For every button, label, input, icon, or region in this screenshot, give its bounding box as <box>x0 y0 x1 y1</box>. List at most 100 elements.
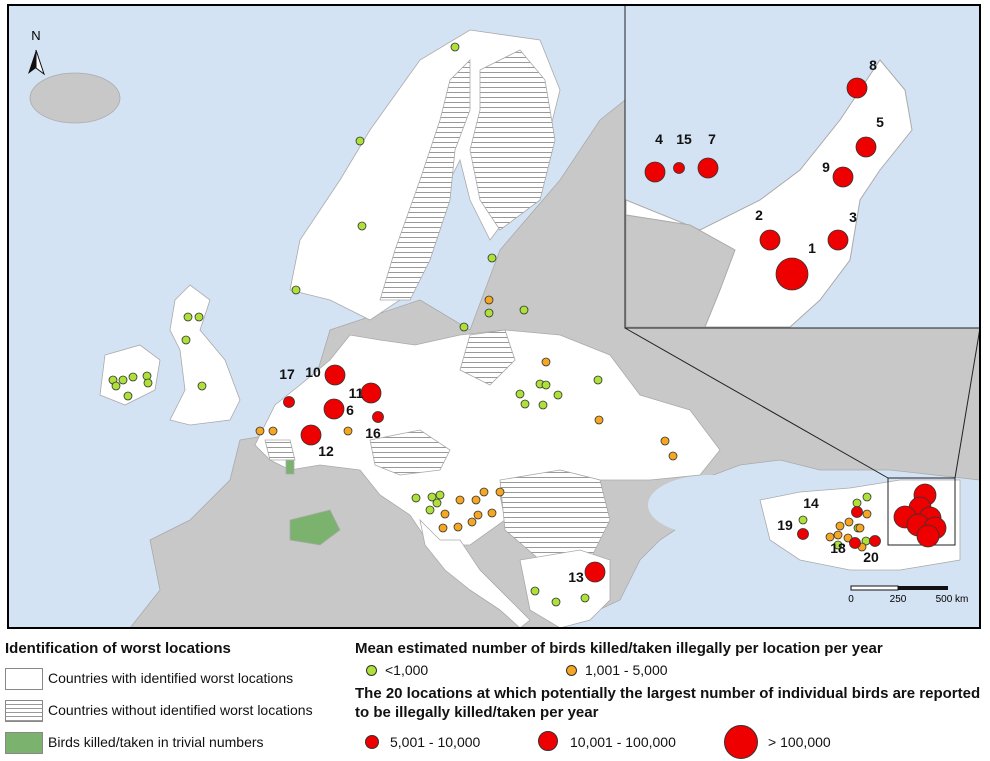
location-label: 15 <box>676 131 692 147</box>
location-dot <box>832 166 854 188</box>
location-label: 9 <box>822 159 830 175</box>
legend-title: Identification of worst locations <box>5 640 231 657</box>
location-dot <box>584 561 606 583</box>
location-label: 19 <box>777 517 793 533</box>
location-dot <box>484 295 494 305</box>
location-dot <box>479 487 489 497</box>
location-dot <box>357 221 367 231</box>
location-dot <box>825 532 835 542</box>
location-dot <box>183 312 193 322</box>
location-dot <box>118 375 128 385</box>
location-dot <box>541 357 551 367</box>
location-dot <box>495 487 505 497</box>
location-dot <box>440 509 450 519</box>
location-dot <box>300 424 322 446</box>
location-dot <box>852 498 862 508</box>
location-dot <box>593 375 603 385</box>
location-dot <box>833 530 843 540</box>
scale-label: 0 <box>848 594 854 605</box>
legend-item: Countries without identified worst locat… <box>48 702 313 718</box>
finland <box>469 49 556 231</box>
scale-label: 500 km <box>936 594 969 605</box>
legend-item: 1,001 - 5,000 <box>585 662 668 678</box>
location-dot <box>467 517 477 527</box>
legend-title: Mean estimated number of birds killed/ta… <box>355 640 883 657</box>
location-dot <box>324 364 346 386</box>
location-dot <box>519 305 529 315</box>
location-dot <box>673 162 685 174</box>
location-dot <box>553 390 563 400</box>
location-label: 10 <box>305 364 321 380</box>
location-label: 14 <box>803 495 819 511</box>
luxembourg <box>285 459 295 475</box>
location-dot <box>851 506 863 518</box>
location-dot <box>323 398 345 420</box>
scale-bar: 0 250 500 km <box>848 585 969 605</box>
iceland <box>29 72 121 124</box>
legend-dot <box>724 725 758 759</box>
location-dot <box>916 524 940 548</box>
location-label: 5 <box>876 114 884 130</box>
location-dot <box>530 586 540 596</box>
location-dot <box>450 42 460 52</box>
location-dot <box>551 597 561 607</box>
location-dot <box>862 509 872 519</box>
location-dot <box>432 498 442 508</box>
location-label: 11 <box>349 385 364 401</box>
location-dot <box>580 593 590 603</box>
location-dot <box>453 522 463 532</box>
romania <box>499 469 611 561</box>
location-dot <box>425 505 435 515</box>
legend-item: Countries with identified worst location… <box>48 670 294 686</box>
location-label: 4 <box>655 131 663 147</box>
location-label: 8 <box>869 57 877 73</box>
location-dot <box>484 308 494 318</box>
legend-item: <1,000 <box>385 662 429 678</box>
location-dot <box>438 523 448 533</box>
location-dot <box>798 515 808 525</box>
switzerland <box>289 509 341 546</box>
location-dot <box>862 492 872 502</box>
location-dot <box>291 285 301 295</box>
location-label: 17 <box>279 366 295 382</box>
legend-dot <box>566 665 577 676</box>
location-dot <box>268 426 278 436</box>
location-label: 2 <box>755 207 763 223</box>
location-dot <box>827 229 849 251</box>
inset-connector <box>954 327 981 479</box>
location-label: 3 <box>849 209 857 225</box>
location-dot <box>520 399 530 409</box>
location-dot <box>197 381 207 391</box>
location-dot <box>697 157 719 179</box>
north-arrow: N <box>28 28 45 76</box>
legend-swatch <box>5 668 43 690</box>
location-dot <box>835 521 845 531</box>
legend-dot <box>365 735 379 749</box>
location-label: 13 <box>568 569 584 585</box>
legend-item: 10,001 - 100,000 <box>570 734 676 750</box>
location-dot <box>255 426 265 436</box>
map-frame <box>7 4 981 629</box>
location-dot <box>515 389 525 399</box>
location-label: 16 <box>365 425 381 441</box>
location-dot <box>487 508 497 518</box>
location-label: 1 <box>808 240 816 256</box>
location-dot <box>594 415 604 425</box>
inset-connector <box>624 327 889 479</box>
location-dot <box>487 253 497 263</box>
sweden <box>379 59 471 301</box>
location-label: 6 <box>346 402 354 418</box>
legend-dot <box>366 665 377 676</box>
location-dot <box>541 380 551 390</box>
location-dot <box>833 540 843 550</box>
italy <box>419 518 531 629</box>
location-dot <box>846 77 868 99</box>
location-dot <box>473 510 483 520</box>
location-dot <box>283 396 295 408</box>
legend-swatch <box>5 732 43 754</box>
legend-item: 5,001 - 10,000 <box>390 734 481 750</box>
czechia <box>369 429 451 476</box>
location-label: 18 <box>830 540 846 556</box>
location-dot <box>775 257 809 291</box>
